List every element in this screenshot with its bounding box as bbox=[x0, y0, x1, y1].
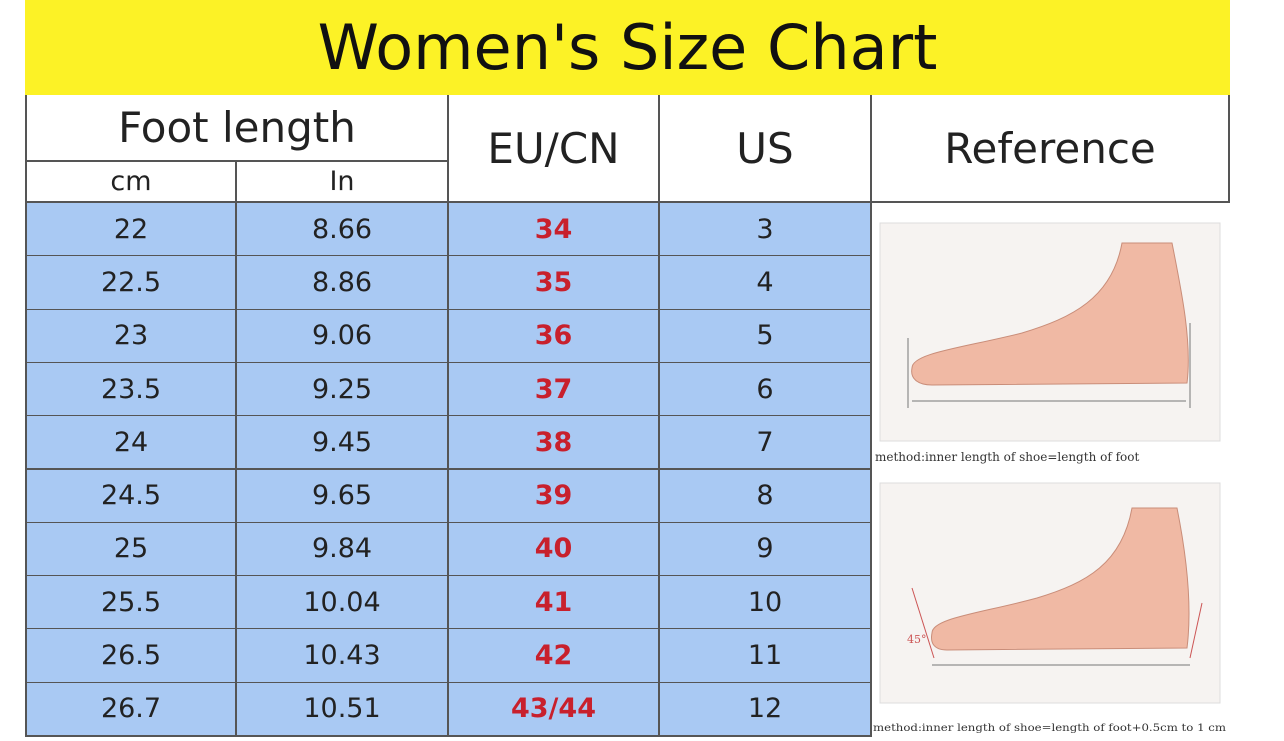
table-cell: 39 bbox=[449, 469, 660, 524]
table-cell: 24 bbox=[25, 416, 237, 471]
table-cell: 34 bbox=[449, 203, 660, 258]
table-cell: 40 bbox=[449, 522, 660, 578]
table-cell: 8 bbox=[660, 469, 872, 524]
angle-line bbox=[911, 587, 935, 659]
table-cell: 9.65 bbox=[237, 469, 449, 524]
table-cell: 25 bbox=[25, 522, 237, 578]
table-cell: 7 bbox=[660, 416, 872, 471]
table-cell: 4 bbox=[660, 256, 872, 311]
column-header: US bbox=[660, 95, 872, 203]
angle-line bbox=[1189, 602, 1203, 659]
angle-label: 45° bbox=[907, 633, 927, 646]
table-cell: 26.7 bbox=[25, 682, 237, 737]
column-header: cm bbox=[25, 162, 237, 203]
column-header: In bbox=[237, 162, 449, 203]
reference-illustrations: 45° method:inner length of shoe=length o… bbox=[873, 222, 1227, 734]
table-cell: 35 bbox=[449, 256, 660, 311]
table-cell: 6 bbox=[660, 362, 872, 418]
table-cell: 36 bbox=[449, 309, 660, 364]
table-cell: 12 bbox=[660, 682, 872, 737]
table-cell: 5 bbox=[660, 309, 872, 364]
column-header: EU/CN bbox=[449, 95, 660, 203]
table-cell: 8.66 bbox=[237, 203, 449, 258]
table-cell: 10.51 bbox=[237, 682, 449, 737]
table-cell: 41 bbox=[449, 576, 660, 631]
table-cell: 26.5 bbox=[25, 629, 237, 684]
table-cell: 9.84 bbox=[237, 522, 449, 578]
table-cell: 22 bbox=[25, 203, 237, 258]
table-cell: 23 bbox=[25, 309, 237, 364]
table-cell: 9.45 bbox=[237, 416, 449, 471]
table-cell: 9 bbox=[660, 522, 872, 578]
table-cell: 11 bbox=[660, 629, 872, 684]
column-header: Reference bbox=[872, 95, 1230, 203]
table-cell: 3 bbox=[660, 203, 872, 258]
table-cell: 9.25 bbox=[237, 362, 449, 418]
table-cell: 22.5 bbox=[25, 256, 237, 311]
table-cell: 10.04 bbox=[237, 576, 449, 631]
column-header: Foot length bbox=[25, 95, 449, 162]
table-cell: 24.5 bbox=[25, 469, 237, 524]
title: Women's Size Chart bbox=[25, 0, 1230, 95]
table-cell: 43/44 bbox=[449, 682, 660, 737]
table-cell: 23.5 bbox=[25, 362, 237, 418]
table-cell: 38 bbox=[449, 416, 660, 471]
table-cell: 42 bbox=[449, 629, 660, 684]
foot bbox=[911, 242, 1189, 386]
caption: method:inner length of shoe=length of fo… bbox=[875, 450, 1139, 464]
table-cell: 8.86 bbox=[237, 256, 449, 311]
table-cell: 25.5 bbox=[25, 576, 237, 631]
table-cell: 9.06 bbox=[237, 309, 449, 364]
table-cell: 10 bbox=[660, 576, 872, 631]
foot bbox=[931, 507, 1190, 651]
table-cell: 10.43 bbox=[237, 629, 449, 684]
caption: method:inner length of shoe=length of fo… bbox=[873, 723, 1227, 734]
table-cell: 37 bbox=[449, 362, 660, 418]
